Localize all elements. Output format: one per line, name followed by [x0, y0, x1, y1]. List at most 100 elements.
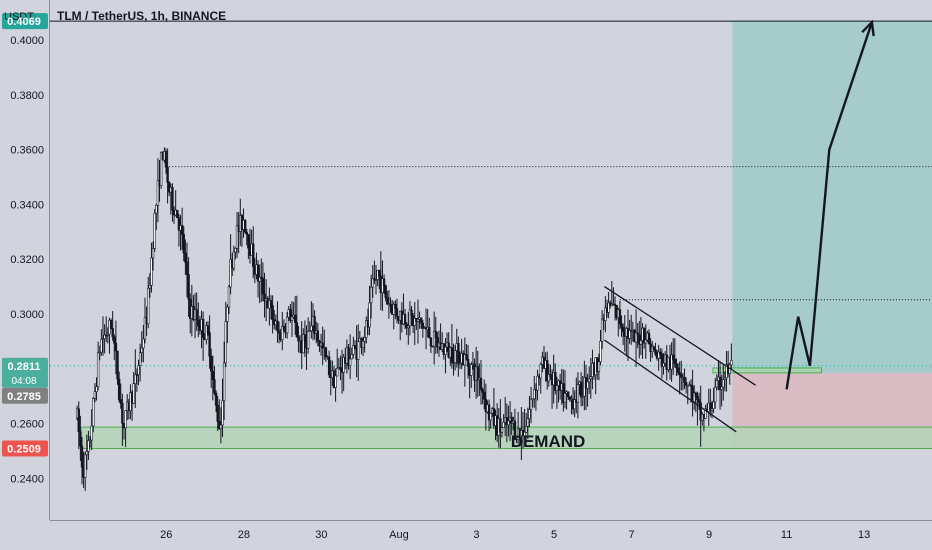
y-tick-label: 0.3800 — [10, 90, 44, 102]
candle-body — [336, 367, 339, 377]
candle-body — [683, 376, 686, 383]
candle-body — [213, 379, 216, 394]
candle-body — [704, 408, 707, 419]
candle-body — [597, 361, 601, 372]
candle-body — [124, 410, 127, 429]
candle-body — [710, 408, 714, 411]
current-price-badge-text: 0.2811 — [7, 361, 40, 373]
candle-body — [463, 354, 467, 366]
x-tick-label: 5 — [551, 529, 557, 541]
candle-body — [444, 346, 447, 355]
candle-body — [434, 331, 437, 338]
candle-body — [654, 349, 657, 355]
candle-body — [554, 371, 557, 391]
x-tick-label: 30 — [315, 529, 327, 541]
candle-body — [450, 347, 454, 363]
candle-body — [87, 440, 90, 452]
candle-body — [180, 225, 184, 235]
candle-body — [216, 404, 219, 422]
candle-body — [234, 248, 237, 253]
candle-body — [277, 330, 281, 334]
entry-price-badge-text: 0.2785 — [7, 391, 41, 403]
candle-body — [295, 322, 299, 338]
candle-body — [185, 261, 189, 275]
candle-body — [697, 399, 701, 404]
candle-body — [132, 383, 135, 404]
current-price-badge — [2, 357, 48, 388]
candle-body — [421, 322, 425, 329]
candle-body — [294, 314, 297, 323]
candle-body — [166, 166, 169, 183]
candle-body — [378, 270, 381, 277]
candle-body — [573, 399, 576, 410]
candle-body — [101, 338, 105, 340]
candle-body — [140, 347, 143, 353]
candle-body — [92, 398, 95, 427]
candle-body — [465, 354, 468, 360]
candle-body — [134, 374, 137, 384]
candle-body — [634, 332, 638, 343]
candle-body — [392, 303, 395, 315]
x-tick-label: 26 — [160, 529, 172, 541]
candle-body — [232, 251, 236, 269]
candle-body — [219, 424, 223, 429]
levels-layer — [50, 20, 932, 367]
y-tick-label: 0.2600 — [10, 419, 44, 431]
candle-body — [458, 362, 462, 365]
stop-price-badge — [2, 440, 48, 457]
candle-body — [153, 212, 156, 249]
candle-body — [156, 180, 160, 206]
candle-body — [313, 316, 316, 334]
candle-body — [339, 367, 342, 370]
candle-body — [613, 304, 617, 306]
candle-body — [353, 345, 357, 349]
unit-label: USDT — [4, 11, 34, 23]
candle-body — [177, 217, 181, 231]
candle-body — [642, 327, 646, 344]
candle-body — [84, 454, 87, 478]
candle-body — [201, 319, 205, 338]
candle-body — [722, 379, 725, 388]
candle-body — [184, 252, 187, 263]
candle-body — [276, 320, 279, 332]
candle-body — [536, 375, 539, 391]
candle-body — [481, 389, 484, 393]
x-axis-ticks: 26 28 30 Aug 3 5 7 9 11 13 — [160, 529, 870, 541]
candle-body — [252, 243, 255, 267]
projection-arrowhead — [861, 19, 875, 37]
candle-body — [138, 352, 142, 366]
candle-body — [143, 316, 147, 340]
candle-body — [470, 364, 473, 376]
candle-body — [334, 375, 337, 388]
candle-body — [410, 309, 413, 317]
candle-body — [576, 384, 580, 403]
candle-body — [88, 439, 92, 442]
x-tick-label: Aug — [389, 529, 409, 541]
candle-body — [182, 234, 185, 254]
channel-lower-line — [604, 339, 737, 433]
candle-body — [457, 343, 460, 365]
candle-body — [357, 341, 360, 360]
candle-body — [382, 278, 386, 286]
candle-body — [500, 427, 504, 433]
candle-body — [221, 400, 224, 426]
candle-body — [303, 334, 307, 342]
target-price-badge-text: 0.4069 — [7, 16, 41, 28]
candle-body — [657, 351, 660, 359]
candle-body — [607, 302, 610, 313]
candle-body — [678, 372, 681, 375]
candle-body — [407, 325, 410, 329]
candle-body — [384, 285, 387, 298]
candle-body — [510, 416, 513, 424]
candle-body — [103, 334, 106, 339]
candle-body — [539, 364, 542, 379]
candle-body — [718, 376, 722, 390]
candle-body — [499, 418, 502, 433]
candle-body — [113, 336, 116, 344]
candle-body — [408, 309, 412, 327]
candle-body — [142, 338, 145, 349]
candle-body — [171, 187, 174, 211]
candle-body — [431, 345, 434, 348]
